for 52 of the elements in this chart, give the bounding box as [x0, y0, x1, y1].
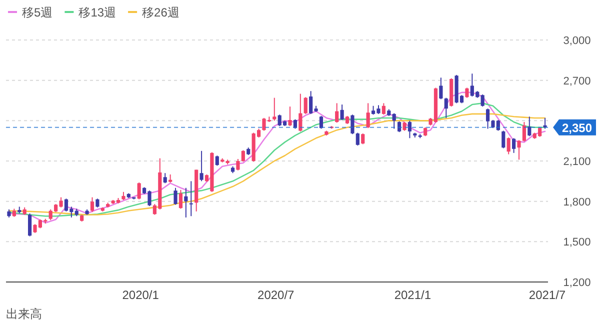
legend-label: 移13週 — [78, 6, 116, 20]
candlestick — [184, 187, 188, 218]
y-tick-label: 1,800 — [563, 196, 591, 208]
candlestick — [366, 102, 370, 129]
candlestick — [189, 180, 193, 217]
candlestick — [517, 140, 521, 160]
candlestick — [298, 93, 302, 132]
x-tick-label: 2021/1 — [394, 288, 432, 302]
legend-label: 移5週 — [22, 6, 53, 20]
candlestick — [304, 96, 308, 114]
candlestick — [361, 132, 365, 145]
candlestick — [506, 136, 510, 155]
candlestick — [522, 122, 526, 142]
candlestick — [178, 189, 183, 210]
candlestick — [382, 102, 386, 116]
candlestick — [512, 138, 516, 154]
candlestick — [90, 196, 94, 213]
candlestick — [528, 116, 532, 137]
candlestick — [215, 155, 219, 166]
candlestick — [439, 77, 443, 100]
x-tick-label: 2021/7 — [528, 288, 566, 302]
candlestick — [28, 212, 32, 237]
candlestick — [340, 104, 344, 120]
ref-line-label: 2,350 — [562, 120, 592, 135]
y-tick-label: 2,700 — [563, 75, 591, 88]
candlestick — [356, 132, 360, 146]
candlestick — [392, 112, 396, 130]
text: 出来高 — [6, 307, 42, 321]
candlestick — [502, 130, 506, 149]
candlestick — [350, 114, 354, 135]
x-tick-label: 2020/7 — [258, 288, 295, 302]
candlestick — [444, 97, 448, 118]
candlestick — [319, 115, 324, 130]
candlestick — [174, 187, 178, 206]
candlestick — [288, 106, 292, 127]
y-tick-label: 1,200 — [563, 277, 591, 289]
candlestick — [465, 87, 469, 98]
y-tick-label: 3,000 — [563, 35, 591, 47]
candlestick — [200, 150, 204, 182]
candlestick — [408, 120, 412, 139]
candlestick — [236, 158, 240, 171]
candlestick — [543, 117, 547, 130]
legend-label: 移26週 — [142, 6, 180, 20]
candlestick — [272, 97, 276, 122]
candlestick — [241, 150, 245, 162]
candlestick — [480, 94, 484, 108]
candlestick — [137, 182, 141, 200]
candlestick — [163, 172, 167, 184]
y-tick-label: 1,500 — [563, 236, 591, 249]
x-tick-label: 2020/1 — [122, 288, 160, 302]
candlestick — [335, 102, 339, 124]
y-tick-label: 2,100 — [563, 156, 591, 168]
